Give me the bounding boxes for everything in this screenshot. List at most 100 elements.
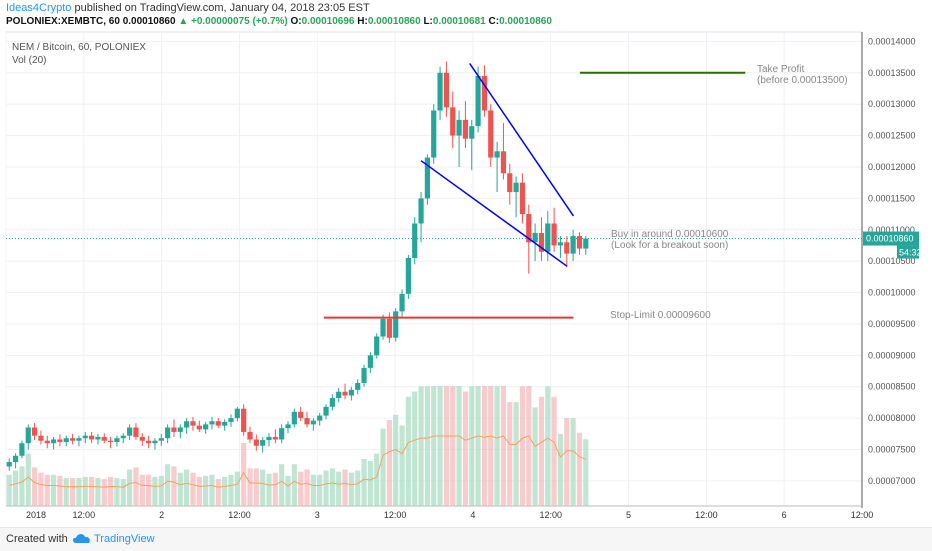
author-link[interactable]: Ideas4Crypto xyxy=(6,2,72,14)
volume-bar xyxy=(532,407,538,506)
created-with-text: Created with xyxy=(6,533,68,545)
candle-body xyxy=(538,232,545,252)
volume-bar xyxy=(355,470,361,506)
candle-body xyxy=(76,438,82,441)
price-chart[interactable]: 0.00007000 0.00007500 0.00008000 0.00008500… xyxy=(0,0,932,527)
candle-body xyxy=(342,391,348,396)
last-price: 0.00010860 xyxy=(122,16,176,27)
volume-bar xyxy=(241,443,247,506)
y-tick-label: 0.00009000 xyxy=(868,350,916,360)
candle-body xyxy=(279,428,285,440)
candle-body xyxy=(405,258,411,294)
volume-bar xyxy=(342,469,348,506)
wedge-upper-line xyxy=(469,62,575,217)
candle-body xyxy=(462,119,469,139)
volume-bar xyxy=(317,474,323,506)
volume-bar xyxy=(456,386,462,506)
volume-bar xyxy=(133,467,139,506)
volume-bar xyxy=(545,386,551,506)
candle-body xyxy=(355,382,361,390)
candle-body xyxy=(291,411,297,425)
candle-body xyxy=(177,427,183,432)
buy-text: Buy in around 0.00010600 xyxy=(611,229,729,240)
volume-bar xyxy=(348,472,354,506)
volume-bar xyxy=(418,386,424,506)
candle-body xyxy=(253,439,259,446)
candle-body xyxy=(196,425,202,430)
candle-body xyxy=(82,435,88,439)
candle-body xyxy=(114,438,120,442)
candle-body xyxy=(152,440,158,444)
candle-body xyxy=(38,435,44,441)
volume-bar xyxy=(374,453,380,506)
y-tick-label: 0.00007500 xyxy=(868,444,916,454)
close-value: 0.00010860 xyxy=(499,16,552,27)
x-tick-label: 12:00 xyxy=(851,510,874,520)
take-profit-text: Take Profit xyxy=(757,64,805,75)
candle-body xyxy=(133,427,139,437)
candle-body xyxy=(139,436,145,441)
volume-bar xyxy=(44,474,50,506)
volume-bar xyxy=(538,396,545,506)
volume-bar xyxy=(57,475,63,506)
candle-body xyxy=(380,318,386,337)
y-tick-label: 0.00014000 xyxy=(868,36,916,46)
volume-bar xyxy=(31,467,38,506)
candle-body xyxy=(367,355,373,368)
x-tick-label: 4 xyxy=(470,510,475,520)
candle-body xyxy=(209,421,215,425)
candle-body xyxy=(6,462,12,467)
volume-bar xyxy=(279,464,285,506)
volume-legend: Vol (20) xyxy=(12,55,47,66)
volume-bar xyxy=(412,391,418,506)
volume-bar xyxy=(488,386,494,506)
x-tick-label: 2018 xyxy=(26,510,46,520)
volume-bar xyxy=(63,477,69,506)
candle-body xyxy=(298,411,304,419)
candle-body xyxy=(171,427,177,432)
volume-bar xyxy=(209,474,215,506)
candle-body xyxy=(583,238,589,249)
candle-body xyxy=(215,421,221,426)
volume-bar xyxy=(462,391,469,506)
high-label: H: xyxy=(357,16,368,27)
volume-bar xyxy=(424,386,430,506)
candle-body xyxy=(266,436,272,441)
low-value: 0.00010681 xyxy=(432,16,486,27)
volume-bar xyxy=(19,466,25,506)
volume-bar xyxy=(253,468,259,506)
volume-bar xyxy=(127,469,133,506)
candle-body xyxy=(576,236,583,249)
volume-bar xyxy=(399,425,405,506)
candle-body xyxy=(393,311,399,338)
volume-bar xyxy=(469,386,475,506)
volume-bar xyxy=(6,474,12,506)
candle-body xyxy=(127,427,133,436)
candle-body xyxy=(234,408,240,419)
high-value: 0.00010860 xyxy=(367,16,421,27)
candle-body xyxy=(165,427,171,439)
volume-bar xyxy=(393,414,399,506)
volume-bar xyxy=(367,461,373,506)
take-profit-label: Take Profit (before 0.00013500) xyxy=(757,64,848,86)
candle-body xyxy=(557,242,564,246)
y-tick-label: 0.00011000 xyxy=(868,225,915,235)
candle-body xyxy=(304,418,310,425)
price-tag-bg xyxy=(863,231,919,246)
volume-bar xyxy=(570,418,576,506)
x-tick-label: 2 xyxy=(159,510,164,520)
volume-bar xyxy=(89,476,95,506)
volume-bar xyxy=(475,386,481,506)
x-tick-label: 3 xyxy=(315,510,320,520)
x-tick-label: 12:00 xyxy=(384,510,407,520)
volume-bar xyxy=(139,474,145,506)
volume-bar xyxy=(114,477,120,506)
volume-bar xyxy=(507,402,513,506)
volume-bar xyxy=(190,472,196,506)
volume-bar xyxy=(120,479,126,506)
volume-bar xyxy=(76,477,82,506)
y-tick-label: 0.00008500 xyxy=(868,382,916,392)
candle-body xyxy=(374,336,380,356)
tradingview-link[interactable]: TradingView xyxy=(94,533,155,545)
y-tick-label: 0.00012500 xyxy=(868,131,916,141)
